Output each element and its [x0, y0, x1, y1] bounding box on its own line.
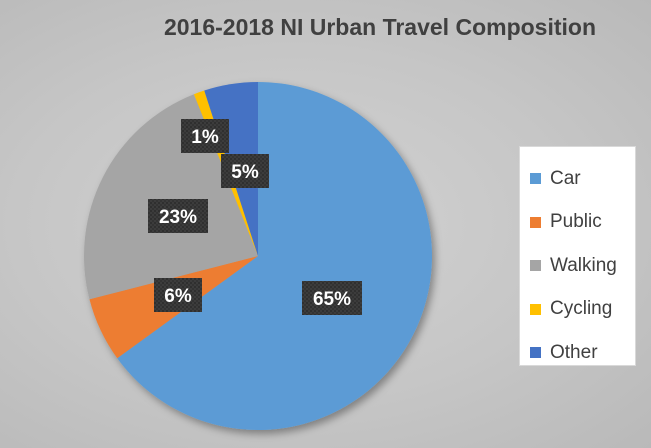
data-label-other: 5% [221, 154, 269, 188]
chart-title: 2016-2018 NI Urban Travel Composition [163, 14, 597, 40]
data-label-car: 65% [302, 281, 362, 315]
legend-swatch [530, 216, 541, 228]
legend-item-walking: Walking [520, 244, 635, 288]
pie-slice-walking [83, 94, 258, 300]
legend-label: Walking [550, 254, 617, 276]
data-label-text: 5% [231, 162, 259, 183]
data-label-text: 1% [191, 127, 219, 148]
legend-label: Cycling [550, 298, 613, 320]
data-label-box [181, 119, 229, 153]
legend-swatch [530, 260, 541, 272]
legend-swatch [530, 347, 541, 359]
data-label-text: 23% [159, 207, 197, 228]
legend-label: Public [550, 211, 602, 233]
legend-item-public: Public [520, 201, 635, 245]
data-label-public: 6% [154, 278, 202, 312]
legend-item-other: Other [520, 331, 635, 375]
data-label-text: 6% [164, 286, 192, 307]
legend-swatch [530, 173, 541, 185]
legend-item-car: Car [520, 157, 635, 201]
data-label-box [302, 281, 362, 315]
legend-label: Car [550, 167, 581, 189]
data-label-cycling: 1% [181, 119, 229, 153]
data-label-walking: 23% [148, 199, 208, 233]
pie-slice-car [117, 82, 432, 431]
data-label-text: 65% [313, 289, 351, 310]
legend-item-cycling: Cycling [520, 288, 635, 332]
data-label-box [148, 199, 208, 233]
data-label-box [221, 154, 269, 188]
data-label-box [154, 278, 202, 312]
legend-label: Other [550, 341, 598, 363]
legend: Car Public Walking Cycling Other [519, 146, 636, 366]
legend-swatch [530, 303, 541, 315]
